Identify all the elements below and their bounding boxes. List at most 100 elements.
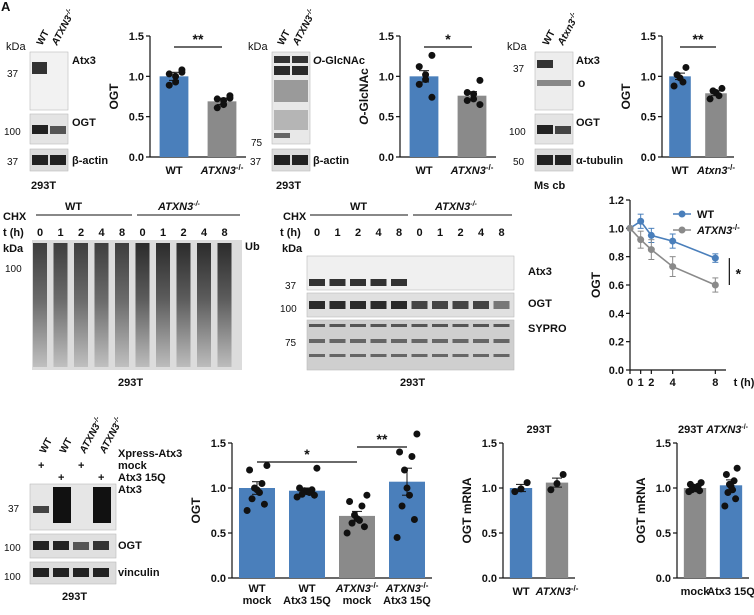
x-tick-label: 2 — [648, 377, 654, 389]
lane-time-label: 4 — [201, 227, 208, 239]
tick-label: Atx3 15Q — [707, 586, 754, 598]
band-label-oglcnac: O-GlcNAc — [313, 55, 365, 67]
y-axis-label: O-GlcNAc — [357, 68, 371, 125]
time-label: t (h) — [3, 227, 24, 239]
band — [329, 279, 346, 286]
band — [33, 506, 49, 513]
bar — [683, 488, 707, 578]
tick-label: ATXN3-/- — [335, 581, 379, 595]
band — [493, 354, 510, 357]
lane-time-label: 0 — [139, 227, 145, 239]
band-label-ogt: OGT — [528, 298, 552, 310]
data-point — [310, 491, 318, 499]
y-tick-label: 1.2 — [609, 195, 624, 207]
blot-ub-chx: CHX t (h) kDa WT ATXN3-/- 0 1 2 4 8 0 1 2 4 8 100… — [3, 201, 260, 389]
band — [537, 60, 553, 68]
data-point — [258, 480, 266, 487]
tick-label: WT — [512, 586, 529, 598]
data-point — [718, 84, 726, 92]
band — [555, 126, 571, 134]
band — [292, 66, 308, 75]
data-point — [679, 78, 687, 86]
data-point — [263, 462, 271, 469]
y-tick-label: 1.5 — [656, 438, 671, 450]
lane-time-label: 2 — [457, 227, 463, 239]
data-point — [313, 464, 321, 472]
band — [432, 324, 448, 327]
y-tick-label: 0.2 — [609, 337, 624, 349]
band — [50, 155, 66, 165]
lane-time-label: 1 — [437, 227, 443, 239]
data-point — [669, 237, 677, 245]
lane-time-label: 2 — [355, 227, 361, 239]
mw-37: 37 — [8, 504, 20, 515]
data-point — [398, 502, 406, 510]
mw-100: 100 — [4, 572, 21, 583]
data-point — [722, 471, 730, 478]
legend-marker — [678, 226, 686, 234]
data-point — [732, 495, 740, 503]
lane-time-label: 4 — [375, 227, 382, 239]
tick-label: ATXN3-/- — [535, 584, 579, 598]
band — [432, 354, 448, 357]
nonspecific-band-mark: o — [578, 76, 585, 90]
band — [93, 568, 109, 577]
band — [411, 339, 428, 343]
lane-label-ko: ATXN3-/- — [49, 7, 79, 48]
group-label-wt: WT — [350, 201, 367, 213]
band — [73, 542, 89, 550]
y-tick-label: 1.5 — [211, 438, 226, 450]
band — [370, 354, 387, 357]
data-point — [405, 491, 413, 499]
bar — [289, 490, 325, 578]
band — [292, 56, 308, 63]
band-label-atx3: Atx3 — [118, 484, 142, 496]
band — [493, 339, 510, 343]
bar — [207, 101, 237, 157]
lane-time-label: 0 — [314, 227, 320, 239]
band — [370, 279, 387, 286]
y-axis-label: OGT — [189, 497, 203, 524]
ub-smear-lane — [156, 243, 170, 367]
y-tick-label: 0.5 — [211, 528, 226, 540]
title-part: ATXN3 — [705, 424, 741, 436]
tick-label: Atx3 15Q — [283, 595, 331, 607]
data-point — [260, 500, 268, 508]
data-point — [172, 78, 180, 86]
band-label-vinculin: vinculin — [118, 567, 160, 579]
tick-label: mock — [243, 595, 273, 607]
legend-marker — [678, 210, 686, 218]
band — [50, 126, 66, 134]
band-label-ogt: OGT — [118, 540, 142, 552]
band-label-atx3: Atx3 — [528, 266, 552, 278]
band-label-actin: β-actin — [72, 155, 108, 167]
cell-line-label: 293T — [31, 180, 56, 192]
y-tick-label: 0.5 — [641, 112, 656, 124]
ub-smear-lane — [217, 243, 232, 367]
mw-100: 100 — [280, 304, 297, 315]
kda-label: kDa — [282, 243, 303, 255]
band — [370, 339, 387, 343]
x-tick-label: 1 — [638, 377, 644, 389]
band — [391, 324, 407, 327]
band — [473, 339, 489, 343]
data-point — [246, 466, 254, 474]
data-point — [165, 70, 173, 78]
mw-100: 100 — [4, 127, 21, 138]
band-label-ogt: OGT — [72, 117, 96, 129]
data-point — [165, 81, 173, 89]
group-label-wt: WT — [65, 201, 82, 213]
lane-time-label: 8 — [221, 227, 227, 239]
band — [309, 354, 325, 357]
y-tick-label: 0.0 — [482, 573, 497, 585]
blot-rescue: WT WT ATXN3-/- ATXN3-/- + + + + Xpress-A… — [4, 415, 182, 603]
y-tick-label: 1.5 — [482, 438, 497, 450]
band-label-ogt: OGT — [576, 117, 600, 129]
band — [537, 155, 553, 165]
data-point — [355, 516, 363, 524]
data-point — [343, 529, 351, 537]
title-part: 293T — [678, 424, 706, 436]
data-point — [428, 51, 436, 59]
data-point — [647, 246, 655, 254]
